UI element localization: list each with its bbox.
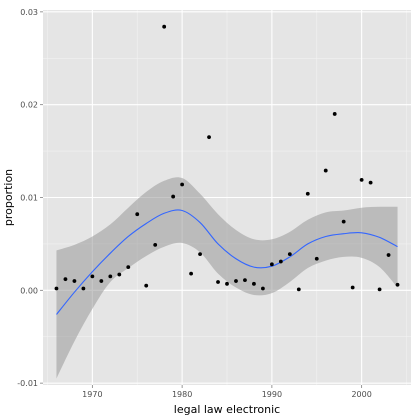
data-point [171, 194, 176, 199]
data-point [63, 277, 68, 282]
y-axis-title: proportion [2, 169, 15, 226]
data-point [144, 283, 149, 288]
data-point [153, 242, 158, 247]
y-tick-label: 0.03 [20, 8, 38, 17]
smooth-line [56, 209, 398, 315]
data-point [269, 262, 274, 267]
y-tick-label: 0.00 [20, 286, 38, 295]
data-point [207, 135, 211, 140]
data-point [216, 280, 220, 284]
y-tick-label: 0.01 [20, 194, 38, 203]
data-point [189, 271, 193, 276]
y-tick-label: 0.02 [20, 101, 38, 110]
data-point [287, 252, 292, 257]
data-point [54, 286, 59, 291]
x-axis-title: legal law electronic [174, 403, 280, 416]
data-point [278, 259, 283, 264]
data-point [81, 286, 86, 291]
x-tick-label: 1980 [172, 390, 192, 399]
data-point [323, 168, 328, 173]
data-point [386, 253, 391, 257]
data-point [350, 285, 355, 290]
data-point [314, 256, 319, 261]
data-point [296, 287, 301, 292]
data-point [261, 286, 265, 291]
data-point [341, 219, 346, 224]
data-point [377, 287, 382, 292]
data-point [243, 278, 247, 283]
x-tick-label: 2000 [351, 390, 371, 399]
data-point [126, 265, 131, 270]
confidence-band [56, 177, 398, 379]
data-point [108, 274, 113, 279]
y-axis-ticks: -0.01 0.00 0.01 0.02 0.03 [17, 8, 43, 388]
data-point [180, 182, 185, 187]
data-point [90, 274, 95, 279]
y-tick-label: -0.01 [17, 379, 38, 388]
data-point [72, 279, 77, 283]
data-point [99, 279, 104, 283]
data-point [135, 212, 140, 217]
x-tick-label: 1970 [82, 390, 102, 399]
data-point [162, 24, 167, 29]
data-point [198, 252, 202, 257]
data-point [395, 282, 400, 287]
data-point [359, 177, 364, 182]
data-point [225, 281, 229, 286]
data-point [305, 191, 310, 196]
data-points [54, 24, 400, 292]
data-point [368, 180, 373, 185]
data-point [332, 112, 337, 116]
data-point [234, 279, 238, 283]
data-point [252, 281, 256, 286]
x-tick-label: 1990 [262, 390, 282, 399]
x-axis-ticks: 1970 1980 1990 2000 [82, 385, 372, 399]
data-point [117, 272, 122, 277]
